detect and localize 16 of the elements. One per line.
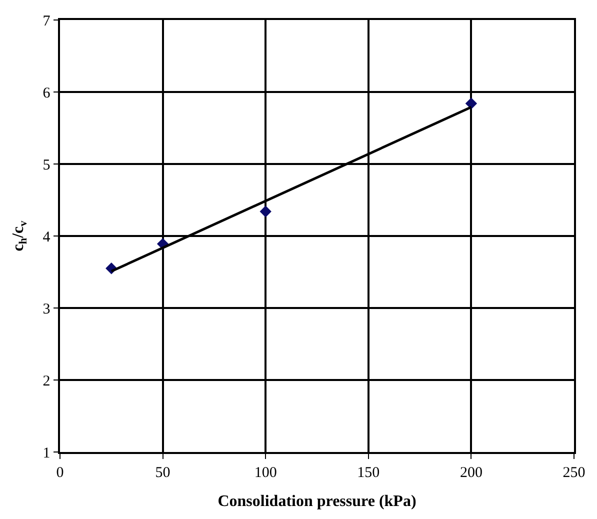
y-tick-label: 4 xyxy=(42,229,51,246)
x-tick-label: 150 xyxy=(357,464,380,481)
x-tick-label: 100 xyxy=(254,464,277,481)
x-tick-label: 200 xyxy=(460,464,482,481)
x-tick-label: 0 xyxy=(56,464,64,481)
y-tick-label: 2 xyxy=(42,373,50,390)
y-tick-label: 7 xyxy=(42,13,51,30)
y-tick-label: 3 xyxy=(42,301,50,318)
point xyxy=(260,206,272,218)
point xyxy=(465,98,478,110)
x-axis-title: Consolidation pressure (kPa) xyxy=(218,492,416,510)
y-tick-label: 6 xyxy=(42,85,51,102)
y-tick-label: 5 xyxy=(42,157,50,174)
x-tick-label: 50 xyxy=(155,464,170,481)
x-tick-label: 250 xyxy=(562,464,586,481)
y-tick-label: 1 xyxy=(42,445,50,462)
